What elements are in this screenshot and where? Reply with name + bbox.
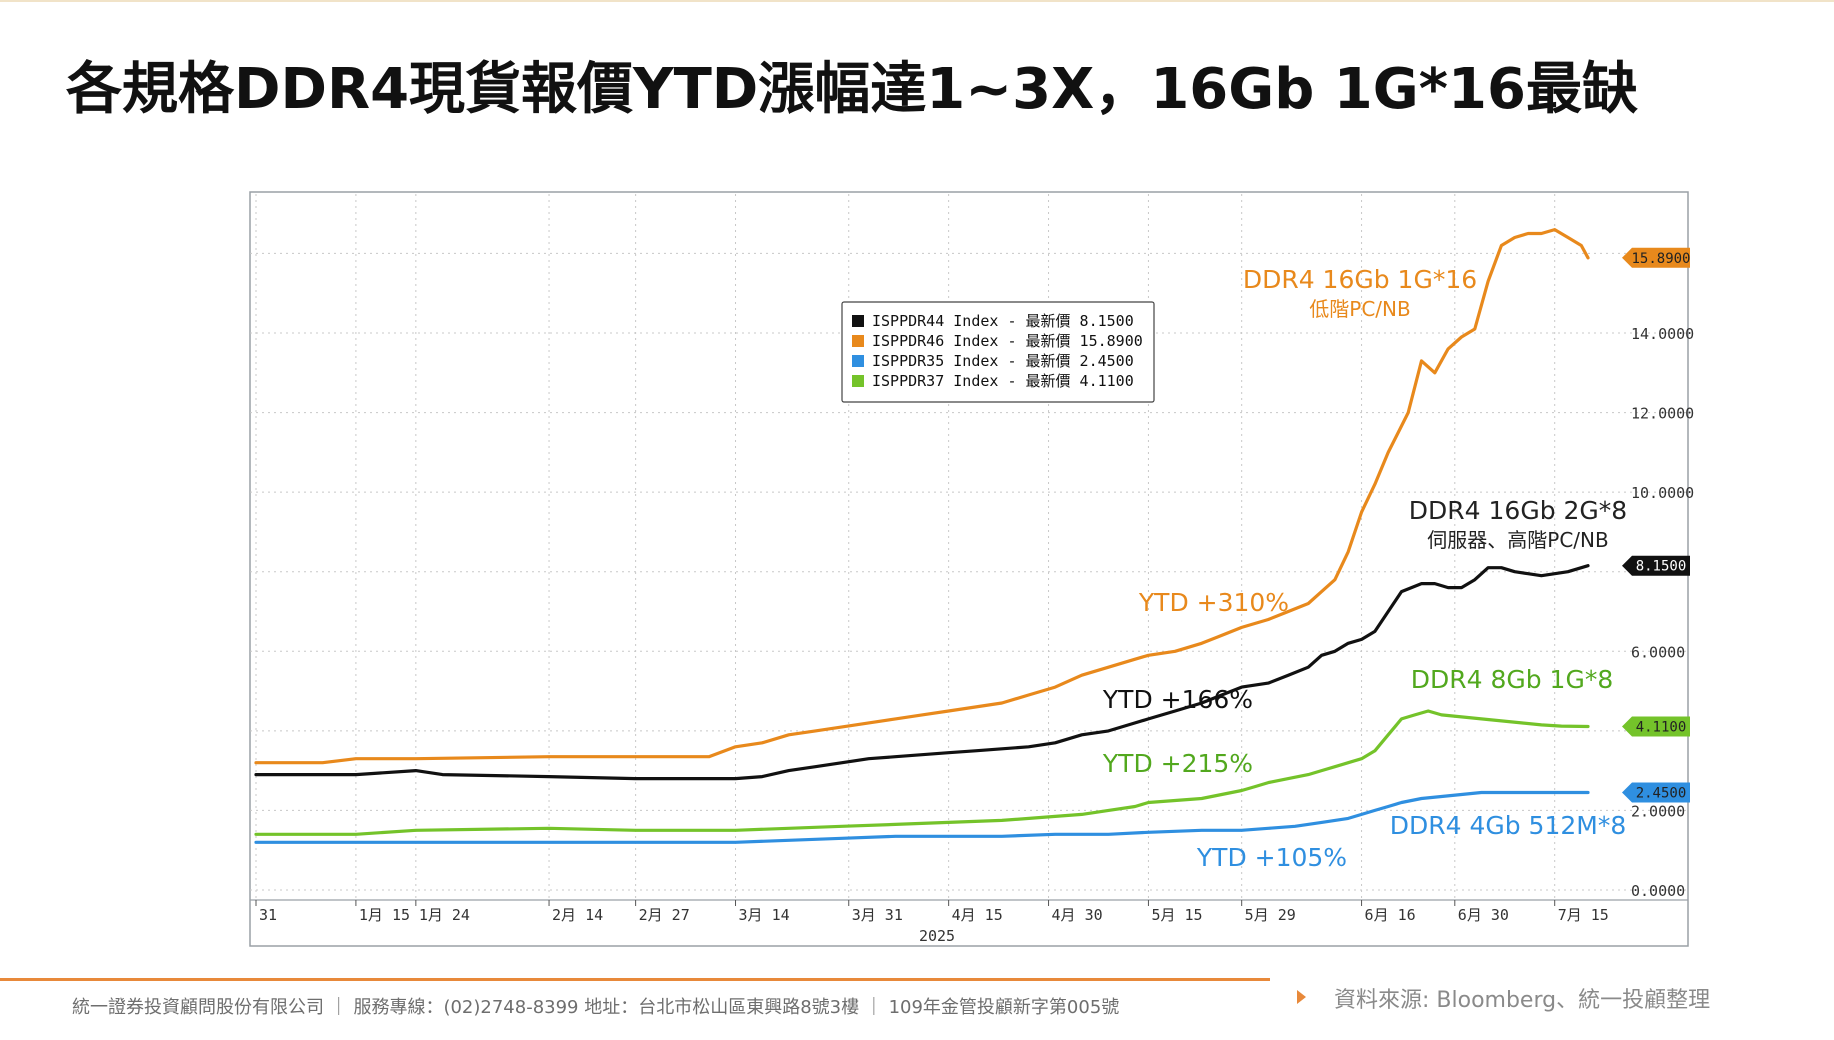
x-tick-label: 6月 16 — [1365, 906, 1416, 924]
annotation-label: DDR4 16Gb 1G*16 — [1243, 265, 1477, 294]
legend-swatch-black — [852, 315, 864, 327]
last-value-tag — [1622, 247, 1690, 268]
x-tick-label: 2月 27 — [639, 906, 690, 924]
source-arrow-icon — [1297, 990, 1306, 1004]
x-tick-label: 1月 24 — [419, 906, 470, 924]
x-tick-label: 3月 14 — [739, 906, 790, 924]
top-rule — [0, 0, 1834, 2]
legend-swatch-green — [852, 375, 864, 387]
annotation-label: YTD +215% — [1102, 749, 1253, 778]
series-line-1 — [254, 564, 1590, 781]
footer-company-info: 統一證券投資顧問股份有限公司 ｜ 服務專線：(02)2748-8399 地址：台… — [72, 997, 1120, 1018]
x-tick-label: 31 — [259, 906, 277, 924]
legend-label-ispp37: ISPPDR37 Index - 最新價 4.1100 — [872, 372, 1134, 390]
x-tick-label: 5月 15 — [1151, 906, 1202, 924]
last-value-tag — [1622, 716, 1690, 737]
last-value-tag-label: 4.1100 — [1636, 719, 1687, 735]
annotation-sublabel: 伺服器、高階PC/NB — [1427, 528, 1608, 552]
x-axis-year-label: 2025 — [919, 927, 955, 945]
footer-rule — [0, 978, 1270, 981]
x-tick-label: 4月 30 — [1052, 906, 1103, 924]
legend-swatch-blue — [852, 355, 864, 367]
series-line-3 — [254, 709, 1590, 836]
series-line-2 — [254, 790, 1590, 844]
y-tick-label: 14.0000 — [1631, 325, 1694, 343]
x-tick-label: 5月 29 — [1245, 906, 1296, 924]
x-tick-label: 1月 15 — [359, 906, 410, 924]
x-tick-label: 4月 15 — [952, 906, 1003, 924]
annotation-label: DDR4 16Gb 2G*8 — [1409, 496, 1627, 525]
x-tick-label: 6月 30 — [1458, 906, 1509, 924]
annotation-label: YTD +105% — [1196, 843, 1347, 872]
annotation-label: YTD +166% — [1102, 685, 1253, 714]
y-tick-label: 10.0000 — [1631, 484, 1694, 502]
annotation-sublabel: 低階PC/NB — [1309, 297, 1410, 321]
last-value-tag-label: 2.4500 — [1636, 786, 1687, 802]
last-value-tag-label: 15.8900 — [1631, 251, 1690, 267]
legend-label-ispp35: ISPPDR35 Index - 最新價 2.4500 — [872, 352, 1134, 370]
last-value-tag — [1622, 782, 1690, 803]
y-tick-label: 6.0000 — [1631, 643, 1685, 661]
x-tick-label: 7月 15 — [1558, 906, 1609, 924]
annotation-label: YTD +310% — [1138, 588, 1289, 617]
series-line-0 — [254, 228, 1590, 765]
legend-swatch-orange — [852, 335, 864, 347]
slide-title: 各規格DDR4現貨報價YTD漲幅達1~3X，16Gb 1G*16最缺 — [66, 57, 1638, 122]
x-tick-label: 3月 31 — [852, 906, 903, 924]
y-tick-label: 0.0000 — [1631, 882, 1685, 900]
x-tick-label: 2月 14 — [552, 906, 603, 924]
annotation-label: DDR4 4Gb 512M*8 — [1390, 811, 1627, 840]
source-note: 資料來源: Bloomberg、統一投顧整理 — [1334, 988, 1711, 1013]
legend-label-ispp44: ISPPDR44 Index - 最新價 8.1500 — [872, 312, 1134, 330]
last-value-tag — [1622, 555, 1690, 576]
legend-box — [841, 301, 1155, 403]
legend: ISPPDR44 Index - 最新價 8.1500 ISPPDR46 Ind… — [841, 301, 1155, 403]
annotation-label: DDR4 8Gb 1G*8 — [1411, 665, 1614, 694]
legend-label-ispp46: ISPPDR46 Index - 最新價 15.8900 — [872, 332, 1143, 350]
y-tick-label: 2.0000 — [1631, 802, 1685, 820]
last-value-tag-label: 8.1500 — [1636, 559, 1687, 575]
y-tick-label: 12.0000 — [1631, 405, 1694, 423]
